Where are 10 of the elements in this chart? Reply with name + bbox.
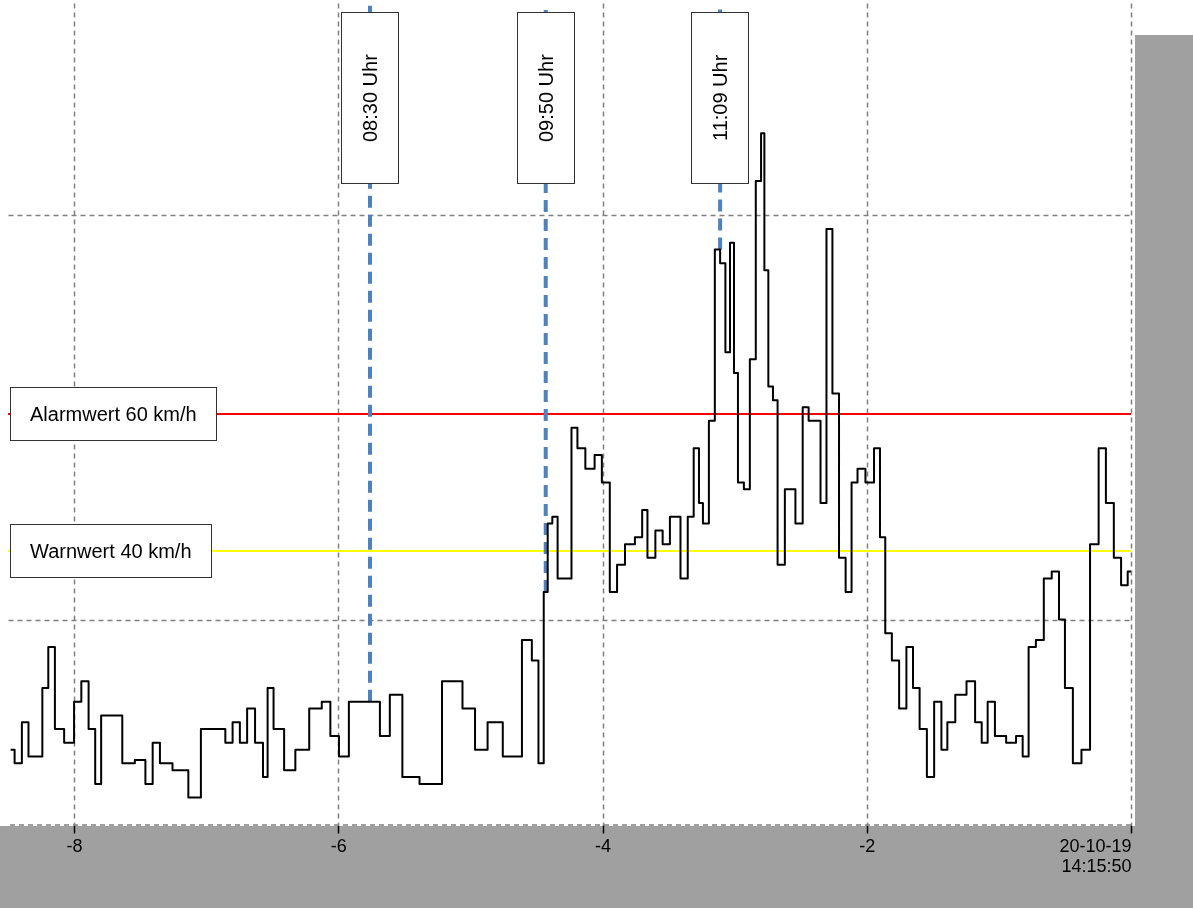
label-box: Alarmwert 60 km/h: [10, 387, 217, 441]
label-box: 08:30 Uhr: [341, 12, 399, 184]
label-box: 09:50 Uhr: [516, 12, 575, 184]
x-tick-label: -4: [595, 835, 612, 856]
x-tick-label: 20-10-19 14:15:50: [1059, 835, 1132, 876]
x-tick-label: -8: [66, 835, 83, 856]
label-box: 11:09 Uhr: [691, 12, 750, 184]
x-tick-label: -2: [859, 835, 876, 856]
label-box: Warnwert 40 km/h: [10, 524, 212, 578]
x-tick-label: -6: [330, 835, 347, 856]
